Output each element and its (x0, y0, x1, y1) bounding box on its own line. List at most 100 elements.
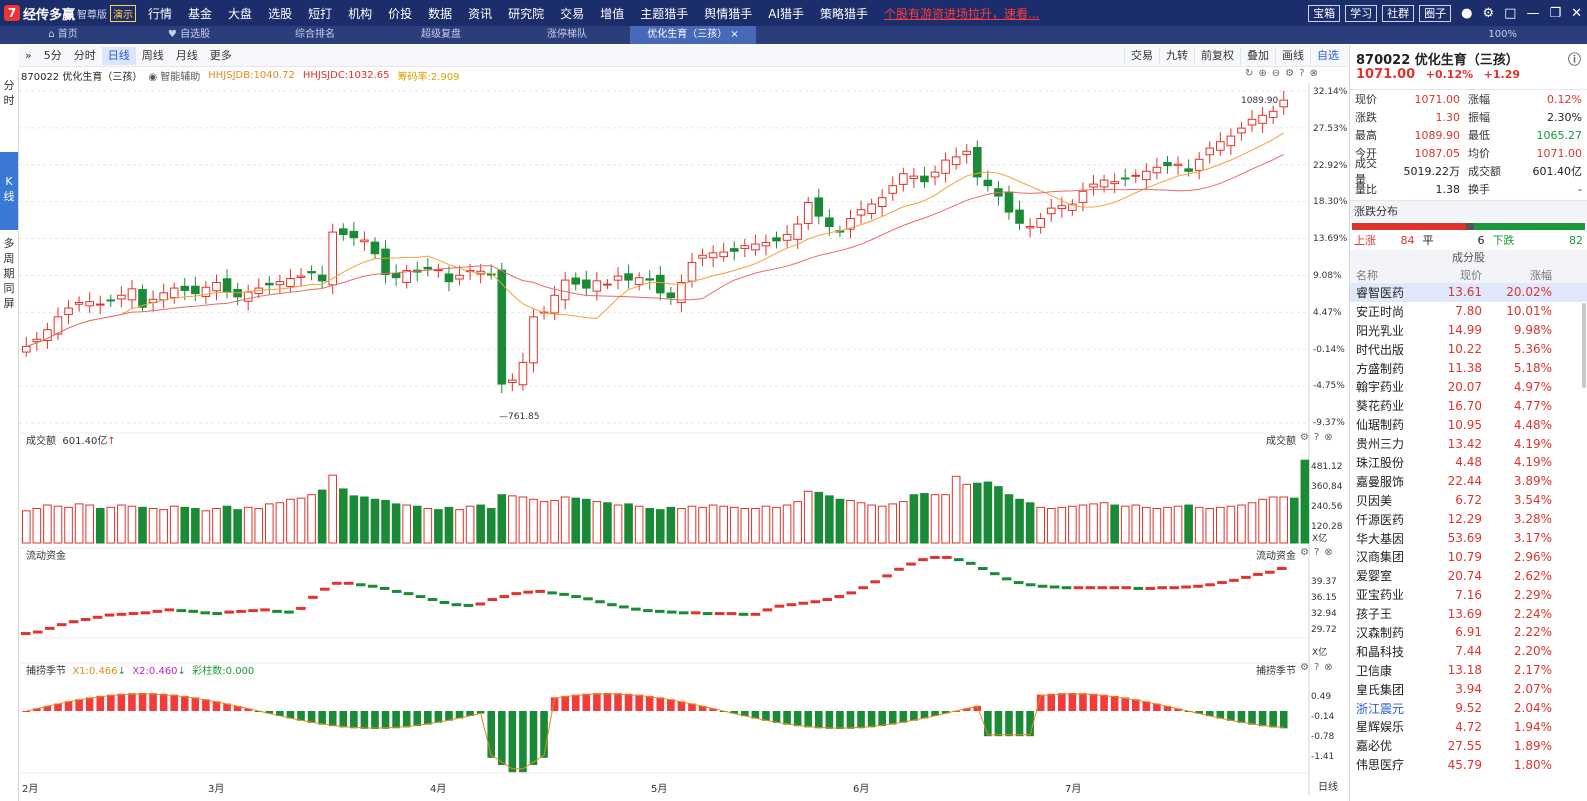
constituent-row[interactable]: 贵州三力 13.42 4.19% (1350, 434, 1587, 453)
settings-icon[interactable]: ⚙ (1285, 68, 1295, 79)
learn-button[interactable]: 学习 (1345, 4, 1378, 22)
nav-item-5[interactable]: 机构 (348, 6, 373, 21)
nav-item-2[interactable]: 大盘 (228, 6, 253, 21)
period-monthly[interactable]: 月线 (175, 48, 198, 62)
constituent-row[interactable]: 珠江股份 4.48 4.19% (1350, 453, 1587, 472)
constituent-price: 7.44 (1455, 644, 1482, 659)
nav-item-10[interactable]: 交易 (560, 6, 585, 21)
volume-bar (317, 489, 327, 544)
constituent-row[interactable]: 和晶科技 7.44 2.20% (1350, 642, 1587, 661)
minimize-icon[interactable]: — (1526, 5, 1540, 21)
constituent-row[interactable]: 睿智医药 13.61 20.02% (1350, 283, 1587, 302)
share-icon[interactable]: ↻ (1245, 68, 1254, 79)
period-5min[interactable]: 5分 (43, 48, 62, 62)
kline-chart[interactable]: 1089.90 —761.85 (19, 83, 1349, 801)
constituent-row[interactable]: 浙江震元 9.52 2.04% (1350, 699, 1587, 718)
constituent-row[interactable]: 仙琚制药 10.95 4.48% (1350, 415, 1587, 434)
window-icon[interactable]: □ (1504, 5, 1517, 21)
tab-watchlist[interactable]: ♥ 自选股 (167, 29, 211, 40)
constituent-row[interactable]: 阳光乳业 14.99 9.98% (1350, 321, 1587, 340)
close-panel-icon[interactable]: ⊗ (1324, 547, 1333, 558)
nav-item-1[interactable]: 基金 (188, 6, 213, 21)
help-icon[interactable]: ? (1313, 432, 1320, 443)
constituent-row[interactable]: 翰宇药业 20.07 4.97% (1350, 377, 1587, 396)
settings-icon[interactable]: ⚙ (1300, 547, 1309, 558)
nav-item-4[interactable]: 短打 (308, 6, 333, 21)
flow-mark (619, 605, 629, 609)
constituent-row[interactable]: 仟源医药 12.29 3.28% (1350, 510, 1587, 529)
help-icon[interactable]: ? (1313, 547, 1320, 558)
close-tab-icon[interactable]: × (730, 29, 739, 40)
view-tab-kline[interactable]: K线 (0, 152, 18, 230)
info-icon[interactable]: ⓘ (1567, 53, 1581, 68)
nav-item-12[interactable]: 主题猎手 (640, 6, 689, 21)
constituent-row[interactable]: 亚宝药业 7.16 2.29% (1350, 585, 1587, 604)
constituent-row[interactable]: 汉商集团 10.79 2.96% (1350, 547, 1587, 566)
nine-turn-button[interactable]: 九转 (1159, 47, 1194, 65)
view-tab-multi[interactable]: 多周期同屏 (3, 237, 15, 310)
gear-icon[interactable]: ⚙ (1482, 5, 1495, 21)
constituent-row[interactable]: 葵花药业 16.70 4.77% (1350, 396, 1587, 415)
nav-item-14[interactable]: AI猎手 (768, 6, 804, 21)
list-scrollbar[interactable] (1582, 303, 1586, 388)
overlay-button[interactable]: 叠加 (1240, 47, 1275, 65)
tab-stock[interactable]: 优化生育（三孩） × (630, 26, 756, 44)
constituent-row[interactable]: 伟思医疗 45.79 1.80% (1350, 755, 1587, 774)
constituent-row[interactable]: 汉森制药 6.91 2.22% (1350, 623, 1587, 642)
nav-item-3[interactable]: 选股 (268, 6, 293, 21)
help-icon[interactable]: ? (1299, 68, 1305, 79)
nav-item-7[interactable]: 数据 (428, 6, 453, 21)
add-icon[interactable]: ⊕ (1258, 68, 1267, 79)
adjust-button[interactable]: 前复权 (1194, 47, 1240, 65)
constituent-row[interactable]: 卫信康 13.18 2.17% (1350, 661, 1587, 680)
help-icon[interactable]: ? (1313, 662, 1320, 673)
nav-item-11[interactable]: 增值 (600, 6, 625, 21)
draw-button[interactable]: 画线 (1275, 47, 1310, 65)
constituent-row[interactable]: 嘉必优 27.55 1.89% (1350, 736, 1587, 755)
close-panel-icon[interactable]: ⊗ (1324, 662, 1333, 673)
smart-assist-toggle[interactable]: ◉ 智能辅助 (148, 71, 201, 83)
period-intraday[interactable]: 分时 (73, 48, 96, 62)
user-icon[interactable]: ● (1461, 5, 1473, 21)
nav-item-13[interactable]: 舆情猎手 (704, 6, 753, 21)
news-marquee[interactable]: 个股有游资进场拉升，速看... (884, 6, 1040, 21)
settings-icon[interactable]: ⚙ (1300, 432, 1309, 443)
nav-item-8[interactable]: 资讯 (468, 6, 493, 21)
period-more[interactable]: 更多 (209, 48, 232, 62)
app-logo[interactable]: 7 经传多赢 智尊版 演示 (0, 0, 140, 26)
zoom-level[interactable]: 100% (1488, 29, 1517, 40)
community-button[interactable]: 社群 (1382, 4, 1415, 22)
view-tab-intraday[interactable]: 分时 (3, 79, 15, 107)
restore-icon[interactable]: ❐ (1549, 5, 1562, 21)
constituent-row[interactable]: 爱婴室 20.74 2.62% (1350, 566, 1587, 585)
circle-button[interactable]: 圈子 (1419, 4, 1452, 22)
nav-item-0[interactable]: 行情 (148, 6, 173, 21)
tab-limitup[interactable]: 涨停梯队 (547, 29, 587, 40)
constituent-row[interactable]: 嘉曼服饰 22.44 3.89% (1350, 472, 1587, 491)
constituent-row[interactable]: 孩子王 13.69 2.24% (1350, 604, 1587, 623)
constituent-row[interactable]: 星辉娱乐 4.72 1.94% (1350, 717, 1587, 736)
add-watchlist-button[interactable]: 自选 (1310, 47, 1345, 65)
period-daily[interactable]: 日线 (101, 46, 136, 65)
close-panel-icon[interactable]: ⊗ (1309, 68, 1318, 79)
close-icon[interactable]: ✕ (1571, 5, 1582, 21)
constituent-row[interactable]: 时代出版 10.22 5.36% (1350, 340, 1587, 359)
tab-home[interactable]: ⌂ 首页 (48, 29, 78, 40)
minus-icon[interactable]: ⊖ (1271, 68, 1281, 79)
constituent-row[interactable]: 皇氏集团 3.94 2.07% (1350, 680, 1587, 699)
period-weekly[interactable]: 周线 (141, 48, 164, 62)
close-panel-icon[interactable]: ⊗ (1324, 432, 1333, 443)
constituent-row[interactable]: 安正时尚 7.80 10.01% (1350, 302, 1587, 321)
nav-item-6[interactable]: 价投 (388, 6, 413, 21)
settings-icon[interactable]: ⚙ (1300, 662, 1309, 673)
tab-review[interactable]: 超级复盘 (421, 29, 461, 40)
constituent-row[interactable]: 华大基因 53.69 3.17% (1350, 529, 1587, 548)
constituent-row[interactable]: 方盛制药 11.38 5.18% (1350, 359, 1587, 378)
treasure-button[interactable]: 宝箱 (1308, 4, 1341, 22)
trade-button[interactable]: 交易 (1124, 47, 1159, 65)
tab-ranking[interactable]: 综合排名 (295, 29, 335, 40)
nav-item-9[interactable]: 研究院 (508, 6, 545, 21)
nav-item-15[interactable]: 策略猎手 (819, 6, 868, 21)
constituent-row[interactable]: 贝因美 6.72 3.54% (1350, 491, 1587, 510)
collapse-icon[interactable]: » (25, 48, 32, 62)
